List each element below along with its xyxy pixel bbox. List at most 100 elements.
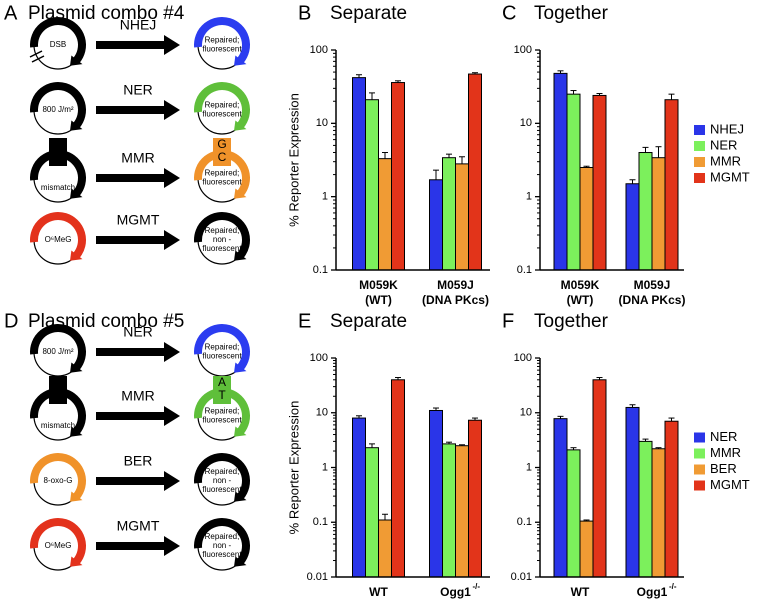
chart-title: Separate [330, 3, 407, 24]
plasmid-arc [194, 453, 250, 499]
y-tick-label: 0.1 [517, 516, 532, 528]
plasmid-label: Repaired; [205, 226, 240, 235]
plasmid-label: Repaired; [205, 407, 240, 416]
x-tick-label: M059J [437, 278, 474, 292]
process-label: BER [124, 453, 153, 469]
bar [365, 447, 379, 578]
y-tick-label: 100 [514, 44, 532, 56]
y-tick-label: 0.1 [517, 264, 532, 276]
process-label: MGMT [117, 212, 160, 228]
panel-letter: B [298, 2, 311, 24]
bar [579, 520, 594, 578]
plasmid-label: O⁶MeG [45, 235, 72, 244]
sequence-letter: G [217, 137, 226, 151]
plasmid-arc [194, 17, 250, 63]
panel-letter: E [298, 310, 311, 332]
plasmid-arc [30, 82, 86, 128]
plasmid-arrowhead [234, 426, 247, 437]
y-tick-label: 1 [526, 191, 532, 203]
bar [579, 166, 594, 271]
bar [352, 417, 366, 578]
legend-label: MGMT [710, 477, 750, 492]
plasmid-label: non - [213, 235, 232, 244]
plasmid-arrowhead [70, 491, 83, 502]
plasmid-label: 8-oxo-G [44, 476, 73, 485]
legend-swatch [694, 141, 705, 151]
process-arrow [96, 342, 180, 362]
bar [651, 157, 666, 271]
panel-letter: A [4, 2, 18, 24]
y-tick-label: 0.1 [313, 516, 328, 528]
y-tick-label: 1 [322, 461, 328, 473]
break-mark [29, 50, 43, 58]
bar [442, 157, 456, 271]
process-label: NER [123, 324, 153, 340]
bar [378, 158, 392, 271]
plasmid-label: fluorescent [202, 178, 242, 187]
sequence-box [213, 376, 231, 404]
plasmid-label: 800 J/m² [42, 105, 73, 114]
plasmid-arrowhead [234, 491, 247, 502]
panel-letter: F [502, 310, 514, 332]
x-tick-sublabel: (DNA PKcs) [422, 293, 489, 307]
legend-swatch [694, 125, 705, 135]
plasmid-arc [194, 212, 250, 258]
plasmid-arc [30, 453, 86, 499]
plasmid-arc [194, 518, 250, 564]
y-tick-label: 1 [322, 191, 328, 203]
break-mark [31, 55, 45, 63]
y-axis-label: % Reporter Expression [286, 93, 301, 227]
plasmid-label: fluorescent [202, 45, 242, 54]
bar [429, 179, 443, 271]
x-tick-sublabel: (WT) [365, 293, 392, 307]
bar [455, 445, 469, 578]
y-tick-label: 10 [520, 117, 532, 129]
plasmid-label: fluorescent [202, 550, 242, 559]
plasmid-label: DSB [50, 40, 66, 49]
process-arrow [96, 471, 180, 491]
bar [553, 72, 568, 271]
panel-letter: C [502, 2, 516, 24]
process-arrow [96, 406, 180, 426]
plasmid-arc [30, 324, 86, 370]
plasmid-label: mismatch [41, 421, 75, 430]
bar [664, 99, 679, 271]
sequence-box [49, 376, 67, 404]
x-tick-label: M059K [359, 278, 398, 292]
plasmid-arc [30, 17, 86, 63]
legend-swatch [694, 480, 705, 491]
process-label: MMR [121, 150, 154, 166]
plasmid-label: Repaired; [205, 169, 240, 178]
plasmid-arrowhead [234, 250, 247, 261]
bar [625, 406, 640, 578]
plasmid-arc [194, 82, 250, 128]
y-tick-label: 100 [310, 352, 328, 364]
plasmid-arc [194, 324, 250, 370]
plasmid-label: fluorescent [202, 110, 242, 119]
chart-title: Together [534, 311, 609, 332]
sequence-letter: G [53, 150, 62, 164]
x-tick-label: WT [571, 585, 590, 599]
y-tick-label: 10 [520, 407, 532, 419]
bar [553, 418, 568, 578]
bar [391, 82, 405, 271]
plasmid-arc [30, 212, 86, 258]
plasmid-label: fluorescent [202, 352, 242, 361]
plasmid-arrowhead [70, 556, 83, 567]
y-tick-label: 100 [514, 352, 532, 364]
bar [429, 409, 443, 578]
plasmid-arrowhead [234, 362, 247, 373]
plasmid-arc [30, 518, 86, 564]
bar [391, 379, 405, 578]
legend-swatch [694, 432, 705, 443]
plasmid-label: 800 J/m² [42, 347, 73, 356]
legend-swatch [694, 157, 705, 167]
y-tick-label: 0.01 [511, 571, 532, 583]
y-tick-label: 0.1 [313, 264, 328, 276]
plasmid-label: Repaired; [205, 343, 240, 352]
plasmid-arrowhead [234, 556, 247, 567]
y-tick-label: 100 [310, 44, 328, 56]
y-tick-label: 1 [526, 461, 532, 473]
sequence-letter: G [53, 137, 62, 151]
plasmid-label: fluorescent [202, 485, 242, 494]
